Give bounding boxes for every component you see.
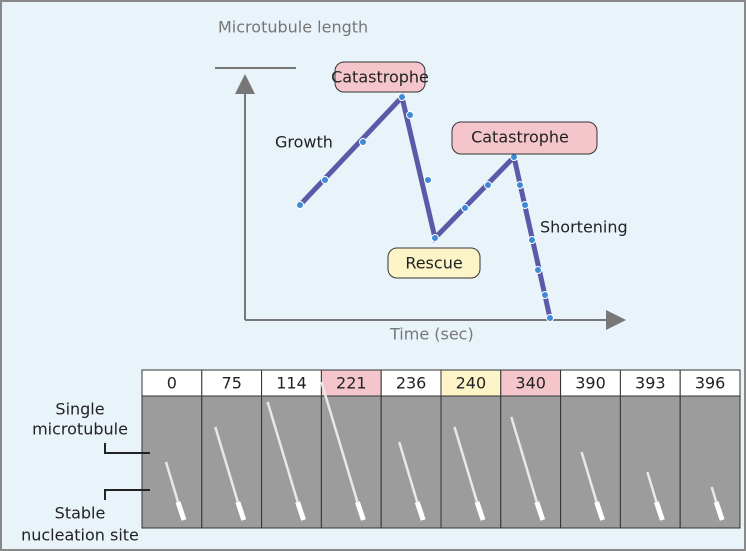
trace-point [399,94,406,101]
frame-image [680,396,740,528]
frame-image [142,396,202,528]
trace-point [425,177,432,184]
annotation: Catastrophe [471,128,569,147]
trace-point [297,202,304,209]
frame-time: 390 [575,374,606,393]
diagram: Microtubule length Time (sec) Catastroph… [0,0,746,551]
frame-image [381,396,441,528]
frame-time: 0 [167,374,177,393]
frame-image [620,396,680,528]
annotation: Catastrophe [331,68,429,87]
trace-point [360,139,367,146]
frame-strip: 0 75 114 221 236 240 340 390 393 396 [142,370,740,528]
frame-image [441,396,501,528]
frame-time: 236 [396,374,427,393]
frame-time: 340 [515,374,546,393]
trace-point [322,177,329,184]
annotation: Growth [275,133,333,152]
frame-time: 221 [336,374,367,393]
frame-image [561,396,621,528]
side-label: Stable [55,504,106,523]
side-label: nucleation site [21,526,139,545]
trace-point [517,182,524,189]
frame-time: 393 [635,374,666,393]
y-axis-label: Microtubule length [218,18,368,37]
trace-point [529,237,536,244]
trace-point [407,112,414,119]
frame-time: 396 [695,374,726,393]
trace-point [432,235,439,242]
side-label: Single [55,400,104,419]
frame-time: 240 [456,374,487,393]
frame-time: 75 [222,374,242,393]
side-label: microtubule [32,420,128,439]
trace-point [522,202,529,209]
x-axis-label: Time (sec) [389,325,474,344]
trace-point [511,154,518,161]
frame-image [202,396,262,528]
trace-point [542,292,549,299]
trace-point [462,205,469,212]
trace-point [547,315,554,322]
trace-point [485,182,492,189]
annotation: Rescue [405,254,462,273]
frame-time: 114 [276,374,307,393]
trace-point [535,267,542,274]
annotation: Shortening [540,218,628,237]
frame-image [501,396,561,528]
